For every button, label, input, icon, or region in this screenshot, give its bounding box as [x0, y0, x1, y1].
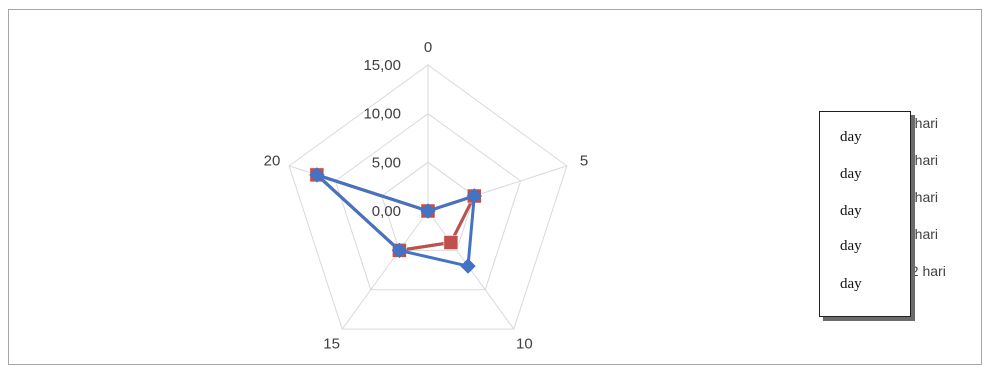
radial-tick-label: 10,00	[363, 106, 401, 123]
overlay-item: day	[840, 129, 862, 145]
radial-tick-label: 5,00	[372, 154, 401, 171]
overlay-label-box: day day day day day	[819, 111, 911, 317]
legend-entry: 12 hari	[903, 263, 946, 279]
radar-grid	[288, 64, 568, 330]
grid-ring	[381, 161, 475, 251]
category-label: 0	[424, 39, 432, 56]
data-point-marker	[309, 167, 325, 183]
spoke	[341, 210, 429, 330]
legend-entry: 0 hari	[903, 115, 938, 131]
category-label: 15	[323, 336, 340, 353]
radial-tick-labels: 0,00 5,00 10,00 15,00	[363, 57, 401, 220]
legend-entry: 9 hari	[903, 226, 938, 242]
overlay-item: day	[840, 166, 862, 182]
overlay-item: day	[840, 203, 862, 219]
category-labels: 0 5 10 15 20	[264, 39, 589, 353]
data-point-marker	[460, 258, 476, 274]
legend-entry: 3 hari	[903, 152, 938, 168]
data-point-marker	[443, 235, 459, 250]
grid-ring	[334, 113, 522, 291]
radial-tick-label: 0,00	[372, 203, 401, 220]
data-point-marker	[391, 242, 408, 259]
radial-tick-label: 15,00	[363, 57, 401, 74]
overlay-item: day	[840, 238, 862, 254]
category-label: 20	[264, 152, 281, 169]
grid-ring	[288, 64, 568, 330]
series-lines	[309, 167, 483, 274]
category-label: 10	[516, 336, 533, 353]
category-label: 5	[580, 152, 588, 169]
overlay-item: day	[840, 276, 862, 292]
legend-entry: 6 hari	[903, 189, 938, 205]
data-point-marker	[420, 203, 436, 219]
data-point-marker	[466, 188, 483, 204]
series-line	[315, 173, 476, 268]
